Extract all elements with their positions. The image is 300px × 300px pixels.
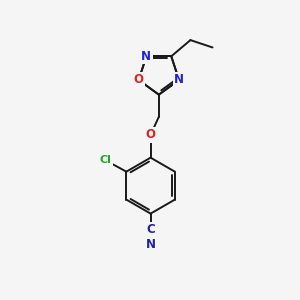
Text: N: N <box>174 74 184 86</box>
Text: O: O <box>134 74 144 86</box>
Text: C: C <box>146 223 155 236</box>
Text: O: O <box>146 128 156 142</box>
Text: Cl: Cl <box>100 155 112 166</box>
Text: N: N <box>141 50 152 63</box>
Text: N: N <box>146 238 156 251</box>
